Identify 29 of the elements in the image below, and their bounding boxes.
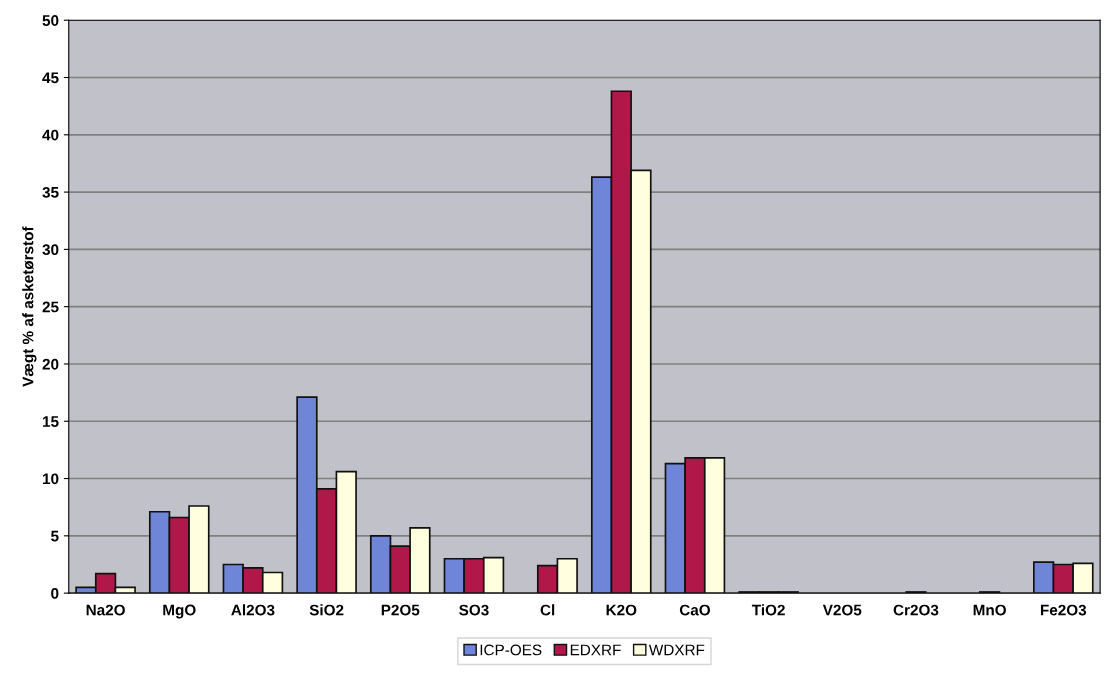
y-tick-label: 45 bbox=[42, 72, 59, 84]
legend-label: EDXRF bbox=[570, 644, 621, 656]
x-tick-label: SiO2 bbox=[309, 604, 344, 616]
y-tick-label: 20 bbox=[42, 358, 59, 370]
legend-label: WDXRF bbox=[648, 644, 705, 656]
x-tick-label: K2O bbox=[606, 604, 637, 616]
y-tick-label: 0 bbox=[51, 587, 59, 599]
x-tick-label: CaO bbox=[679, 604, 711, 616]
x-tick-label: Al2O3 bbox=[231, 604, 275, 616]
y-tick-label: 50 bbox=[42, 15, 59, 26]
x-tick-label: Fe2O3 bbox=[1040, 604, 1087, 616]
x-tick-label: V2O5 bbox=[822, 604, 862, 616]
y-axis-title: Vægt % af asketørstof bbox=[22, 226, 37, 387]
x-tick-label: MnO bbox=[973, 604, 1006, 616]
y-tick-label: 10 bbox=[43, 473, 59, 485]
x-tick-label: MgO bbox=[163, 604, 196, 619]
y-tick-label: 40 bbox=[42, 129, 59, 141]
legend-label: ICP-OES bbox=[480, 644, 542, 656]
x-tick-label: Na2O bbox=[86, 604, 125, 616]
y-tick-label: 30 bbox=[42, 244, 59, 256]
y-tick-label: 15 bbox=[43, 416, 59, 427]
y-tick-label: 5 bbox=[51, 530, 59, 542]
x-tick-label: Cr2O3 bbox=[893, 604, 939, 616]
x-tick-label: TiO2 bbox=[751, 604, 785, 616]
y-tick-label: 35 bbox=[42, 186, 59, 198]
y-tick-label: 25 bbox=[42, 301, 59, 313]
x-tick-label: SO3 bbox=[459, 604, 489, 616]
x-tick-label: P2O5 bbox=[381, 604, 420, 616]
x-tick-label: Cl bbox=[540, 604, 555, 616]
